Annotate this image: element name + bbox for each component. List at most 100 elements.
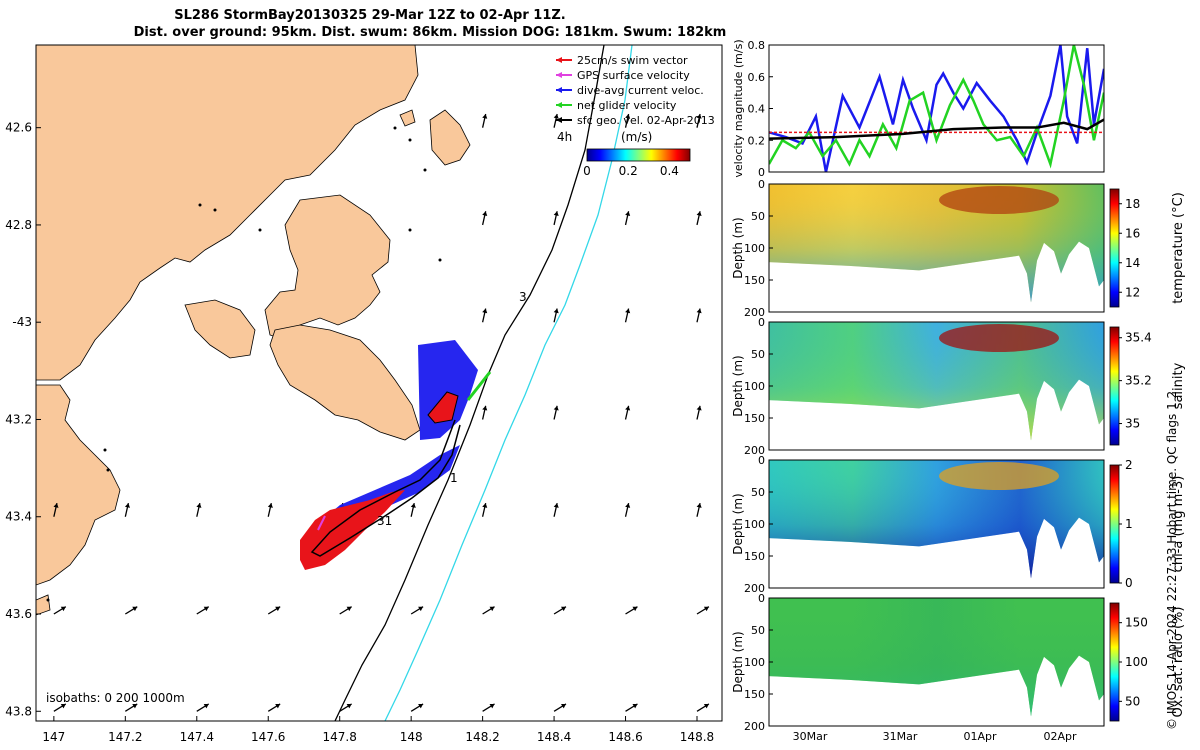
- track-label: 3: [519, 290, 527, 304]
- geo-velocity-arrowhead: [561, 703, 567, 709]
- x-tick-label: 01Apr: [963, 730, 997, 743]
- land-mass: [36, 384, 121, 586]
- temperature-section-colorbar: [1109, 188, 1120, 308]
- y-tick-label: 100: [744, 380, 765, 393]
- land-mass: [269, 324, 421, 441]
- geo-velocity-arrowhead: [275, 703, 281, 709]
- colorbar-tick-label: 0.4: [660, 164, 679, 178]
- colorbar-note: 4h: [557, 130, 572, 144]
- islet: [423, 168, 427, 172]
- y-tick-label: 43.2: [5, 412, 32, 426]
- geo-velocity-arrowhead: [553, 308, 559, 314]
- geo-velocity-arrowhead: [625, 114, 631, 119]
- depth-ylabel: Depth (m): [731, 355, 745, 416]
- y-tick-label: 200: [744, 582, 765, 595]
- cbar-tick-label: 100: [1125, 655, 1148, 669]
- y-tick-label: 50: [751, 348, 765, 361]
- cbar-tick-label: 12: [1125, 285, 1140, 299]
- y-tick-label: 100: [744, 242, 765, 255]
- geo-velocity-arrowhead: [346, 703, 352, 709]
- land-mass: [36, 45, 419, 381]
- x-tick-label: 148: [400, 730, 423, 744]
- colorbar-tick-label: 0.2: [619, 164, 638, 178]
- cbar-label: salinity: [1171, 362, 1186, 409]
- geo-velocity-arrowhead: [53, 503, 59, 508]
- cbar-tick-label: 35.4: [1125, 331, 1152, 345]
- legend-swatch-head: [556, 117, 562, 123]
- y-tick-label: 150: [744, 688, 765, 701]
- geo-velocity-arrowhead: [696, 114, 702, 119]
- legend-label: 25cm/s swim vector: [577, 54, 688, 67]
- cbar-tick-label: 14: [1125, 256, 1140, 270]
- geo-velocity-arrowhead: [625, 211, 631, 217]
- geo-velocity-arrowhead: [482, 503, 488, 508]
- islet: [198, 203, 202, 207]
- geo-velocity-arrowhead: [632, 703, 638, 709]
- isobath-200m: [334, 45, 605, 721]
- y-tick-label: 150: [744, 274, 765, 287]
- islet: [213, 208, 217, 212]
- x-tick-label: 147.4: [180, 730, 214, 744]
- geo-velocity-arrowhead: [489, 703, 495, 709]
- geo-velocity-arrowhead: [553, 211, 559, 217]
- cbar-tick-label: 150: [1125, 616, 1148, 630]
- gps-surface-velocity: [317, 515, 326, 531]
- cbar-tick-label: 2: [1125, 458, 1133, 472]
- map-colorbar: [586, 148, 691, 162]
- x-tick-label: 147.8: [323, 730, 357, 744]
- y-tick-label: 100: [744, 518, 765, 531]
- geo-velocity-arrowhead: [124, 503, 130, 508]
- y-tick-label: 150: [744, 550, 765, 563]
- islet: [106, 468, 110, 472]
- geo-velocity-arrowhead: [482, 405, 488, 411]
- geo-velocity-arrowhead: [703, 703, 709, 709]
- footer-credit: © IMOS 14-Apr-2024 22:27:33 Hobart time.…: [1165, 390, 1179, 730]
- legend-swatch-head: [556, 57, 562, 63]
- islet: [438, 258, 442, 262]
- chla-section-colorbar: [1109, 464, 1120, 584]
- cbar-tick-label: 18: [1125, 197, 1140, 211]
- velocity-series-line: [769, 45, 1104, 169]
- y-tick-label: 200: [744, 444, 765, 457]
- cbar-tick-label: 35.2: [1125, 374, 1152, 388]
- chla-section-surface-feature: [939, 462, 1059, 490]
- y-tick-label: 42.6: [5, 121, 32, 135]
- legend-label: dive-avg current veloc.: [577, 84, 704, 97]
- velocity-panel-bg: [769, 45, 1104, 172]
- land-mass: [429, 109, 471, 166]
- islet: [258, 228, 262, 232]
- land-mass: [264, 194, 391, 341]
- geo-velocity-arrowhead: [489, 606, 495, 612]
- geo-velocity-arrowhead: [625, 405, 631, 411]
- geo-velocity-arrowhead: [625, 308, 631, 314]
- geo-velocity-arrowhead: [267, 503, 273, 508]
- y-tick-label: 42.8: [5, 218, 32, 232]
- geo-velocity-arrowhead: [275, 606, 281, 612]
- legend-label: net glider velocity: [577, 99, 677, 112]
- legend-label: GPS surface velocity: [577, 69, 690, 82]
- geo-velocity-arrowhead: [482, 308, 488, 314]
- legend-swatch-head: [556, 87, 562, 93]
- geo-velocity-arrowhead: [625, 503, 631, 508]
- y-tick-label: 200: [744, 306, 765, 319]
- x-tick-label: 148.8: [680, 730, 714, 744]
- y-tick-label: 0: [758, 166, 765, 179]
- x-tick-label: 147.6: [251, 730, 285, 744]
- x-tick-label: 147: [42, 730, 65, 744]
- x-tick-label: 148.2: [465, 730, 499, 744]
- y-tick-label: 0.8: [748, 39, 766, 52]
- track-label: 31: [377, 514, 392, 528]
- geo-velocity-arrowhead: [418, 703, 424, 709]
- y-tick-label: 150: [744, 412, 765, 425]
- oxygen-section-colorbar: [1109, 602, 1120, 722]
- y-tick-label: 200: [744, 720, 765, 733]
- geo-velocity-arrowhead: [553, 114, 559, 119]
- y-tick-label: -43: [12, 315, 32, 329]
- cbar-tick-label: 35: [1125, 417, 1140, 431]
- geo-velocity-arrowhead: [132, 606, 138, 612]
- geo-velocity-arrowhead: [418, 606, 424, 612]
- islet: [103, 448, 107, 452]
- y-tick-label: 0.4: [748, 103, 766, 116]
- islet: [46, 598, 50, 602]
